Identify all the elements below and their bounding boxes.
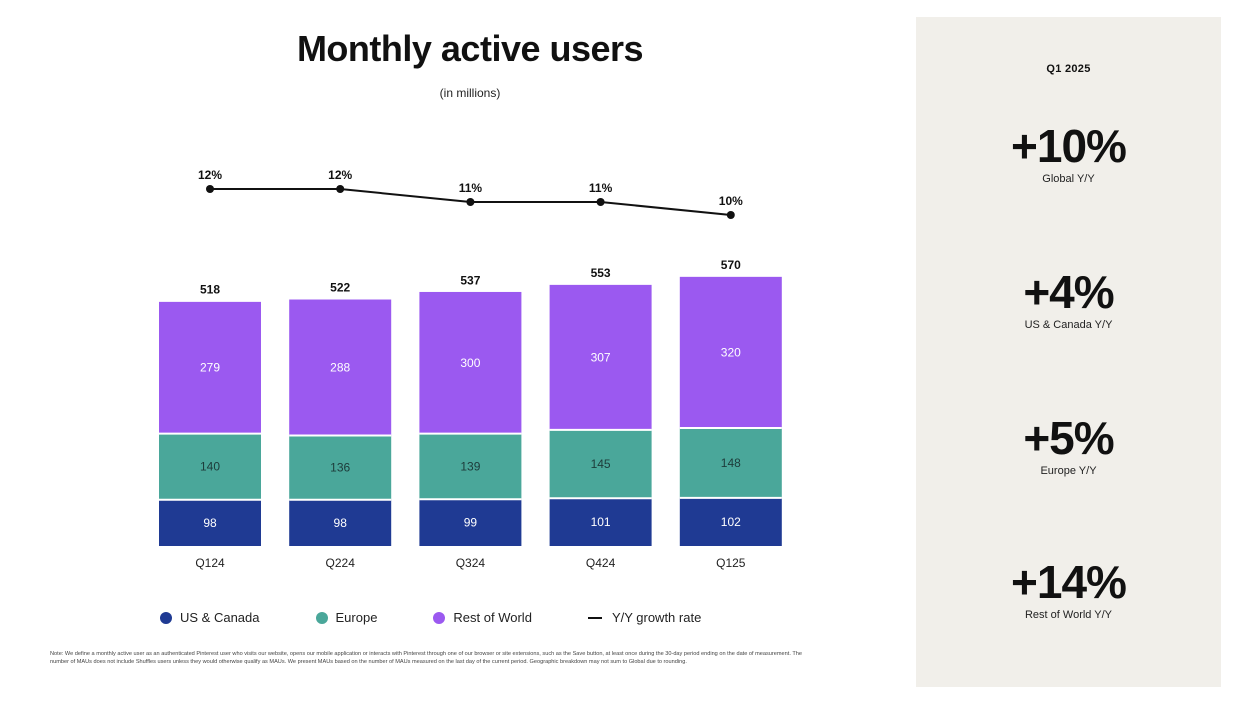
bar-segment <box>679 497 782 546</box>
bar-segment <box>549 498 652 546</box>
growth-label: 10% <box>719 194 743 208</box>
bar-total-label: 537 <box>460 273 480 287</box>
bar-segment-label: 320 <box>721 345 741 359</box>
bar-total-label: 553 <box>591 266 611 280</box>
kpi-label: Europe Y/Y <box>1040 465 1097 477</box>
footnote: Note: We define a monthly active user as… <box>50 651 802 665</box>
legend-label-us-canada: US & Canada <box>180 610 260 625</box>
legend-label-growth: Y/Y growth rate <box>611 610 702 625</box>
bar-segment-label: 101 <box>591 515 611 529</box>
bar-segment <box>289 299 392 436</box>
bar-segment-label: 145 <box>591 457 611 471</box>
growth-point <box>596 198 605 206</box>
legend-swatch-europe <box>315 611 328 624</box>
legend-swatch-us-canada <box>160 611 172 624</box>
bar-segment <box>159 301 261 434</box>
x-tick-label: Q125 <box>716 556 746 570</box>
legend-swatch-growth <box>587 616 602 619</box>
growth-point <box>206 185 214 193</box>
legend: US & Canada Europe Rest of World Y/Y gro… <box>160 610 800 625</box>
bar-segment <box>159 433 261 500</box>
legend-item-growth: Y/Y growth rate <box>587 610 702 625</box>
bar-segment-label: 98 <box>203 516 217 530</box>
x-tick-label: Q324 <box>456 556 486 570</box>
bar-segment-label: 279 <box>200 361 220 375</box>
kpi-us-canada: +4% US & Canada Y/Y <box>916 267 1221 331</box>
x-tick-label: Q124 <box>195 556 225 570</box>
summary-panel: Q1 2025 +10% Global Y/Y +4% US & Canada … <box>916 17 1221 687</box>
kpi-value: +5% <box>1023 412 1114 464</box>
kpi-europe: +5% Europe Y/Y <box>916 413 1221 477</box>
legend-label-rest-of-world: Rest of World <box>453 610 532 625</box>
bar-segment <box>419 291 522 434</box>
bar-segment <box>419 433 522 500</box>
bar-total-label: 518 <box>200 282 220 296</box>
chart-title: Monthly active users <box>296 28 644 69</box>
x-tick-label: Q224 <box>326 556 356 570</box>
growth-point <box>466 198 475 206</box>
kpi-value: +4% <box>1023 266 1114 318</box>
growth-point <box>726 211 735 219</box>
bar-total-label: 570 <box>721 258 741 272</box>
growth-label: 11% <box>459 181 483 195</box>
legend-swatch-rest-of-world <box>433 611 446 624</box>
chart-subtitle: (in millions) <box>439 86 501 100</box>
bar-segment-label: 288 <box>330 361 350 375</box>
kpi-value: +14% <box>1011 556 1127 608</box>
legend-item-europe: Europe <box>315 610 378 625</box>
kpi-value: +10% <box>1011 120 1127 172</box>
x-tick-label: Q424 <box>586 556 616 570</box>
bar-segment-label: 99 <box>464 516 478 530</box>
growth-point <box>336 185 345 193</box>
kpi-label: Rest of World Y/Y <box>1024 609 1113 621</box>
bar-segment-label: 98 <box>334 516 348 530</box>
stacked-bar-chart: 98 140 279 518 Q124 98 136 288 522 Q224 99 139 300 53… <box>159 168 782 570</box>
growth-label: 12% <box>198 168 222 182</box>
bar-segment <box>419 499 522 546</box>
bar-segment-label: 139 <box>460 459 480 473</box>
bar-segment <box>549 429 652 499</box>
bar-segment <box>159 499 261 546</box>
kpi-rest-of-world: +14% Rest of World Y/Y <box>916 557 1221 621</box>
legend-item-us-canada: US & Canada <box>160 610 260 625</box>
bar-segment <box>289 499 392 546</box>
bar-segment-label: 136 <box>330 461 350 475</box>
kpi-label: Global Y/Y <box>1042 173 1095 185</box>
bar-segment <box>679 276 782 428</box>
legend-item-rest-of-world: Rest of World <box>433 610 532 625</box>
growth-label: 12% <box>328 168 352 182</box>
bar-segment <box>679 427 782 498</box>
bar-segment-label: 140 <box>200 460 220 474</box>
legend-label-europe: Europe <box>335 610 378 625</box>
summary-period: Q1 2025 <box>1046 63 1091 75</box>
bar-segment-label: 307 <box>591 350 611 364</box>
bar-segment <box>549 284 652 430</box>
growth-label: 11% <box>589 181 613 195</box>
kpi-global: +10% Global Y/Y <box>916 121 1221 185</box>
bar-segment-label: 102 <box>721 515 741 529</box>
kpi-label: US & Canada Y/Y <box>1024 319 1113 331</box>
bar-total-label: 522 <box>330 281 350 295</box>
bar-segment <box>289 435 392 500</box>
bar-segment-label: 148 <box>721 456 741 470</box>
bar-segment-label: 300 <box>460 356 480 370</box>
